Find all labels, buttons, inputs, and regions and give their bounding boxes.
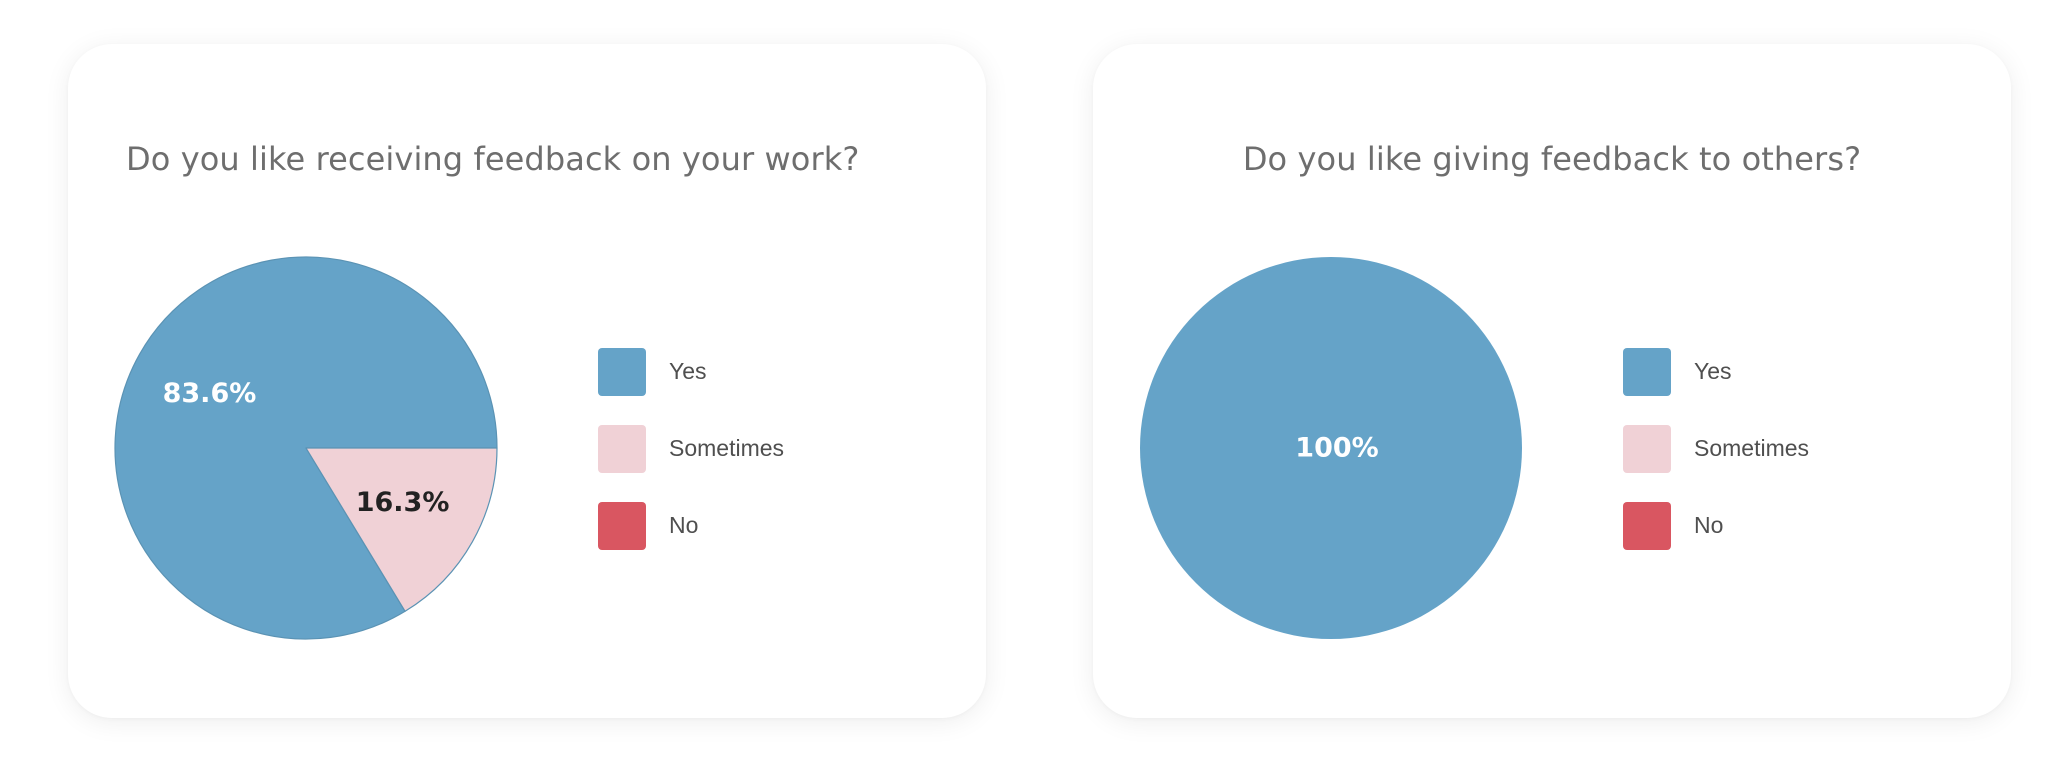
slice-label-yes: 100% — [1295, 433, 1378, 464]
legend-label-sometimes: Sometimes — [1694, 435, 1810, 461]
legend-item-yes: Yes — [598, 348, 898, 396]
legend-swatch-no — [598, 502, 646, 550]
pie-slice-sometimes — [305, 447, 498, 612]
pie-slice-yes — [114, 256, 498, 640]
slice-label-yes: 83.6% — [163, 378, 257, 409]
slice-label-sometimes: 16.3% — [356, 487, 450, 518]
legend-item-sometimes: Sometimes — [598, 425, 898, 473]
legend-label-no: No — [669, 512, 699, 538]
legend-label-sometimes: Sometimes — [669, 435, 785, 461]
legend-label-yes: Yes — [669, 358, 707, 384]
legend-label-no: No — [1694, 512, 1724, 538]
pie-slice-yes — [1140, 257, 1522, 639]
chart-title: Do you like receiving feedback on your w… — [126, 140, 860, 178]
legend-swatch-no — [1623, 502, 1671, 550]
legend-item-no: No — [1623, 502, 1923, 550]
legend-item-sometimes: Sometimes — [1623, 425, 1923, 473]
pie-chart-receiving-feedback: 83.6% 16.3% — [114, 256, 498, 640]
legend-swatch-yes — [1623, 348, 1671, 396]
legend-item-yes: Yes — [1623, 348, 1923, 396]
pie-chart-giving-feedback: 100% — [1140, 257, 1522, 639]
legend-swatch-yes — [598, 348, 646, 396]
chart-title: Do you like giving feedback to others? — [1242, 140, 1862, 178]
chart-card-giving-feedback: Do you like giving feedback to others? 1… — [1093, 44, 2011, 718]
chart-card-receiving-feedback: Do you like receiving feedback on your w… — [68, 44, 986, 718]
legend-swatch-sometimes — [598, 425, 646, 473]
legend-item-no: No — [598, 502, 898, 550]
legend-swatch-sometimes — [1623, 425, 1671, 473]
legend-label-yes: Yes — [1694, 358, 1732, 384]
